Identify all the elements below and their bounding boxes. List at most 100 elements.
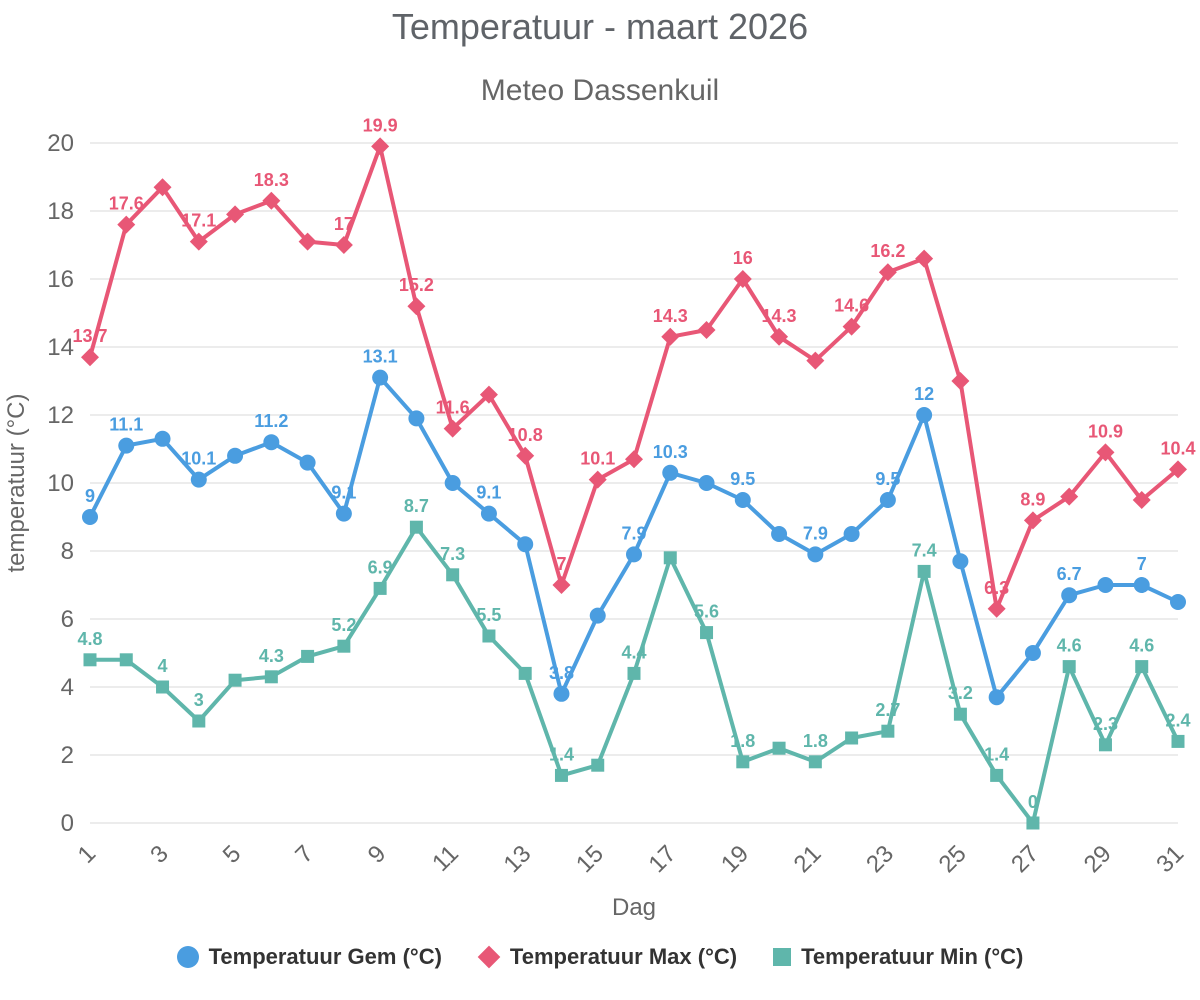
series-2[interactable] <box>83 520 1185 830</box>
data-point[interactable] <box>227 447 244 464</box>
data-point[interactable] <box>1171 734 1185 748</box>
data-point[interactable] <box>951 372 970 390</box>
data-point[interactable] <box>588 470 607 489</box>
data-point[interactable] <box>917 564 931 578</box>
data-point[interactable] <box>845 731 859 745</box>
data-point[interactable] <box>337 639 351 653</box>
data-point[interactable] <box>591 758 605 772</box>
legend-item-min[interactable]: Temperatuur Min (°C) <box>773 944 1023 970</box>
data-point[interactable] <box>987 599 1006 618</box>
data-point[interactable] <box>625 450 643 469</box>
data-point[interactable] <box>408 410 425 427</box>
data-point[interactable] <box>772 741 786 755</box>
data-point[interactable] <box>518 666 532 680</box>
data-point[interactable] <box>915 249 934 268</box>
data-point[interactable] <box>1023 511 1042 530</box>
data-point[interactable] <box>1062 660 1076 674</box>
data-point[interactable] <box>589 607 606 624</box>
data-point[interactable] <box>263 434 280 451</box>
data-point[interactable] <box>843 526 860 542</box>
data-point[interactable] <box>482 629 496 643</box>
data-point[interactable] <box>444 475 461 491</box>
data-point[interactable] <box>1132 491 1151 509</box>
data-point[interactable] <box>808 755 822 769</box>
data-point[interactable] <box>1169 460 1187 479</box>
data-point[interactable] <box>771 526 788 542</box>
data-point[interactable] <box>734 492 751 508</box>
data-point[interactable] <box>480 505 497 522</box>
data-point[interactable] <box>1024 645 1041 661</box>
data-point[interactable] <box>153 178 172 197</box>
data-point[interactable] <box>988 689 1005 706</box>
data-point[interactable] <box>626 546 642 563</box>
data-point[interactable] <box>228 673 242 687</box>
data-point[interactable] <box>516 446 535 465</box>
data-point[interactable] <box>301 649 315 663</box>
data-point[interactable] <box>1026 816 1040 830</box>
data-point[interactable] <box>698 475 715 491</box>
data-point[interactable] <box>371 137 390 156</box>
data-point[interactable] <box>190 471 207 488</box>
data-point[interactable] <box>517 536 534 553</box>
data-point[interactable] <box>409 520 423 534</box>
data-point[interactable] <box>700 626 714 640</box>
data-point[interactable] <box>154 430 171 447</box>
data-point[interactable] <box>663 551 677 565</box>
data-point[interactable] <box>192 714 206 728</box>
data-point[interactable] <box>1135 660 1149 674</box>
data-point[interactable] <box>552 576 571 594</box>
data-point[interactable] <box>1096 443 1115 462</box>
data-point[interactable] <box>1170 594 1186 610</box>
data-point[interactable] <box>82 509 98 525</box>
data-point[interactable] <box>118 437 135 454</box>
data-point[interactable] <box>298 232 317 251</box>
data-point[interactable] <box>1061 587 1078 604</box>
data-point[interactable] <box>990 768 1004 782</box>
data-point[interactable] <box>733 270 752 288</box>
data-point[interactable] <box>407 297 426 316</box>
data-point[interactable] <box>842 317 861 336</box>
data-point[interactable] <box>1060 487 1079 506</box>
data-point[interactable] <box>83 653 97 667</box>
data-point[interactable] <box>879 492 896 508</box>
data-point[interactable] <box>119 653 133 667</box>
series-0[interactable] <box>82 369 1186 706</box>
legend-item-max[interactable]: Temperatuur Max (°C) <box>477 944 737 970</box>
data-point[interactable] <box>1133 577 1150 593</box>
data-point[interactable] <box>953 707 967 721</box>
data-point[interactable] <box>189 232 208 251</box>
data-point[interactable] <box>1098 738 1112 752</box>
data-point[interactable] <box>662 464 679 481</box>
data-point[interactable] <box>479 385 498 404</box>
data-point[interactable] <box>446 568 460 582</box>
data-point[interactable] <box>807 546 824 563</box>
data-point[interactable] <box>334 236 353 254</box>
data-point[interactable] <box>806 351 825 370</box>
data-point[interactable] <box>916 407 933 423</box>
data-point[interactable] <box>553 685 570 702</box>
series-1[interactable] <box>81 137 1187 618</box>
data-point[interactable] <box>262 191 281 210</box>
data-point[interactable] <box>952 553 969 570</box>
data-point[interactable] <box>335 505 352 522</box>
data-point[interactable] <box>372 369 389 386</box>
data-point[interactable] <box>156 680 170 694</box>
data-point[interactable] <box>1097 577 1114 593</box>
data-point[interactable] <box>878 263 897 282</box>
data-point[interactable] <box>627 666 641 680</box>
data-point[interactable] <box>264 670 278 684</box>
data-point[interactable] <box>81 348 99 367</box>
data-point[interactable] <box>299 454 316 471</box>
data-point[interactable] <box>697 321 716 339</box>
data-point[interactable] <box>373 581 387 595</box>
data-point[interactable] <box>226 205 245 224</box>
data-point[interactable] <box>554 768 568 782</box>
data-point[interactable] <box>117 215 136 234</box>
data-point[interactable] <box>661 327 680 346</box>
data-point[interactable] <box>443 419 462 438</box>
legend-item-gem[interactable]: Temperatuur Gem (°C) <box>176 944 442 970</box>
data-point[interactable] <box>736 755 750 769</box>
data-point[interactable] <box>770 327 789 346</box>
data-point[interactable] <box>881 724 895 738</box>
